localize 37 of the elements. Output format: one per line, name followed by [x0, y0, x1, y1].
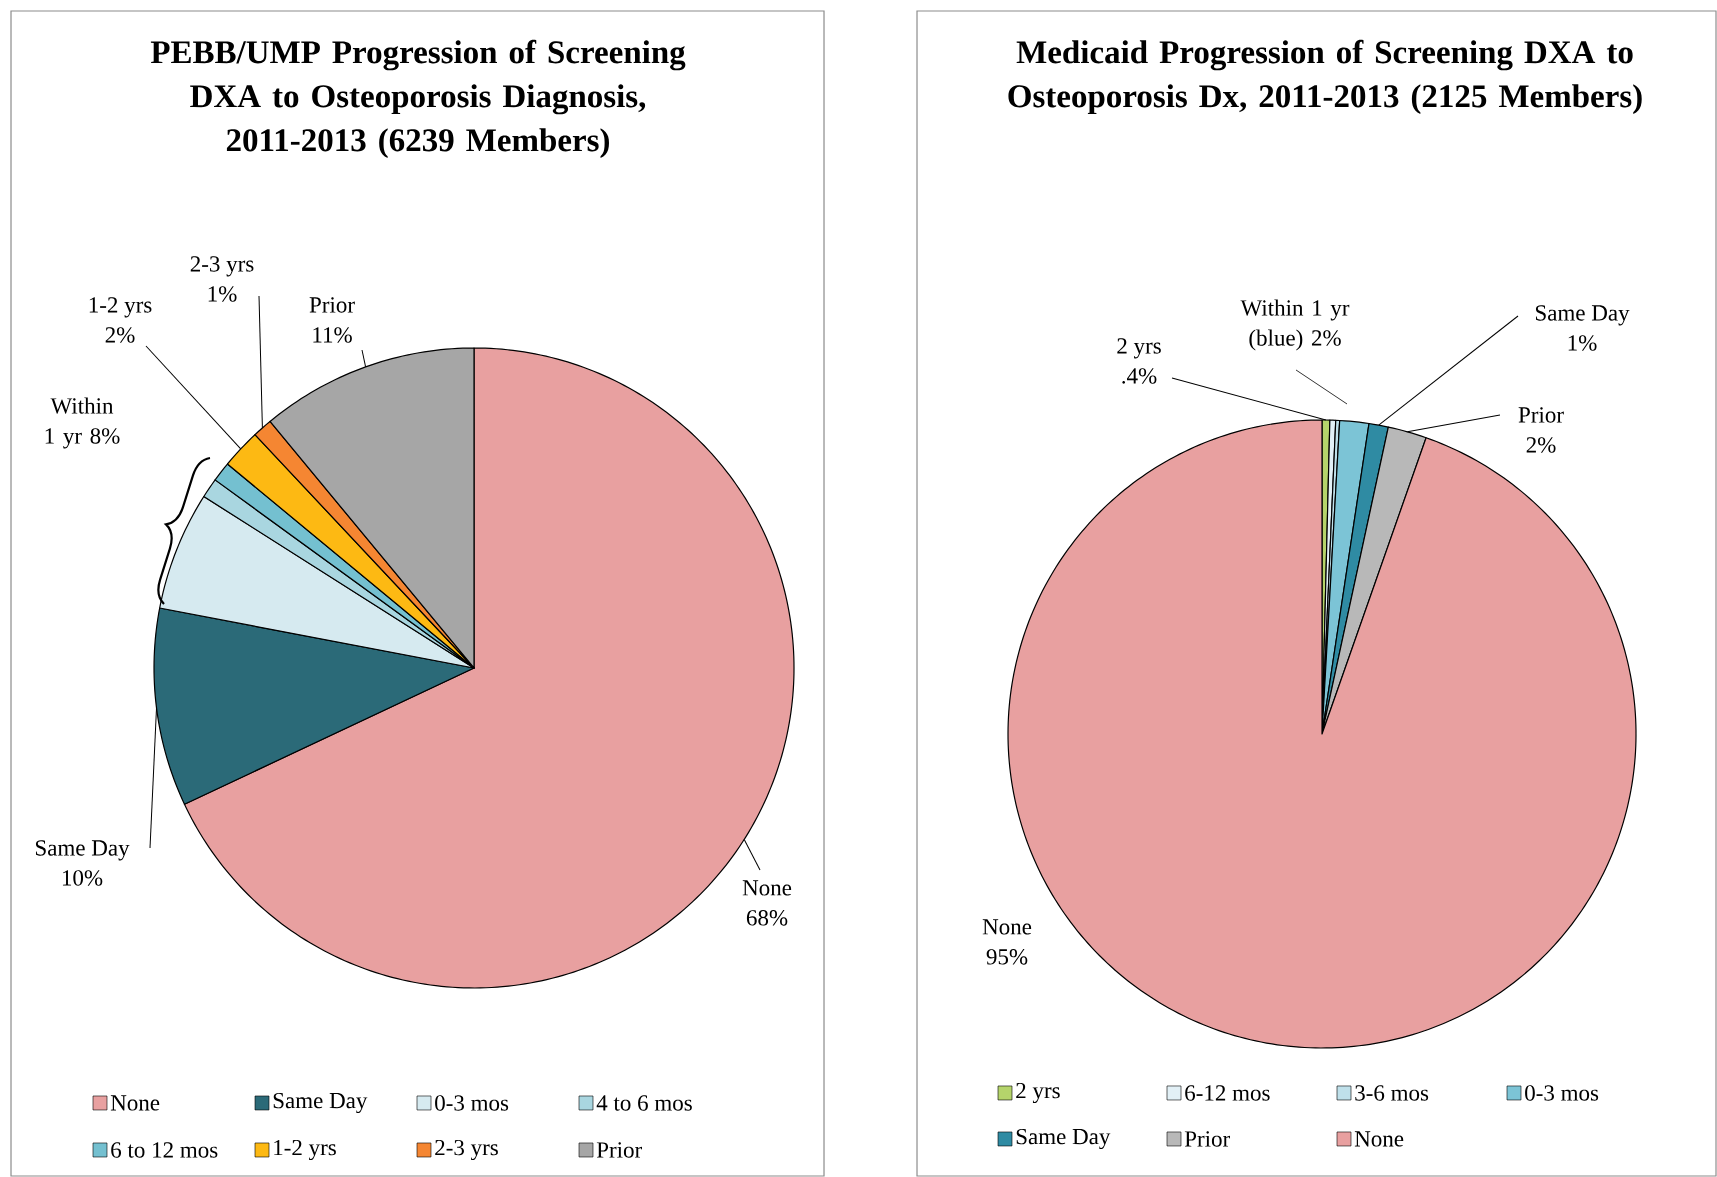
- slice-label: 1-2 yrs: [89, 297, 152, 318]
- data-label: 1%: [1568, 335, 1597, 351]
- chart-title: Medicaid Progression of Screening DXA to Osteoporosis Dx, 2011-2013 (2125 Members): [1008, 39, 1642, 115]
- data-label: 11%: [313, 327, 352, 343]
- legend-label: None: [1354, 1131, 1404, 1147]
- slice-label: None: [982, 919, 1032, 935]
- legend-label: 6 to 12 mos: [111, 1142, 218, 1158]
- chart-title: PEBB/UMP Progression of Screening DXA to Osteoporosis Diagnosis, 2011-2013 (6239 Members): [150, 39, 686, 159]
- text: Within 1 yr (blue) 2%: [1240, 299, 1350, 351]
- legend-label: 0-3 mos: [1525, 1085, 1599, 1101]
- data-label: .4%: [1122, 368, 1157, 384]
- legend-label: 0-3 mos: [435, 1095, 509, 1111]
- data-label: 2%: [1526, 437, 1556, 453]
- slice-label: Same Day: [1535, 305, 1630, 326]
- slice-label: Prior: [1518, 407, 1564, 423]
- slice-label: 2-3 yrs: [190, 256, 254, 277]
- data-label: 68%: [746, 910, 788, 926]
- legend-label: 2 yrs: [1016, 1082, 1060, 1104]
- text: Within 1 yr 8%: [45, 397, 120, 449]
- legend-label: 1-2 yrs: [274, 1139, 336, 1161]
- slice-label: None: [742, 880, 792, 896]
- data-label: 95%: [986, 949, 1028, 965]
- legend-label: Same Day: [1016, 1128, 1111, 1150]
- legend-label: Same Day: [273, 1092, 368, 1114]
- legend-label: 4 to 6 mos: [596, 1095, 692, 1111]
- data-label: 2%: [105, 327, 135, 343]
- data-label: 10%: [62, 870, 103, 886]
- legend-label: 6-12 mos: [1185, 1085, 1270, 1101]
- legend-label: 3-6 mos: [1355, 1085, 1429, 1101]
- legend-label: None: [110, 1095, 160, 1111]
- slice-label: Prior: [309, 297, 355, 313]
- legend-label: Prior: [1184, 1131, 1231, 1147]
- slice-label: Same Day: [35, 840, 130, 861]
- legend-label: Prior: [596, 1142, 643, 1158]
- data-label: 1%: [208, 286, 237, 302]
- slice-label: 2 yrs: [1117, 338, 1161, 359]
- legend-label: 2-3 yrs: [435, 1139, 498, 1161]
